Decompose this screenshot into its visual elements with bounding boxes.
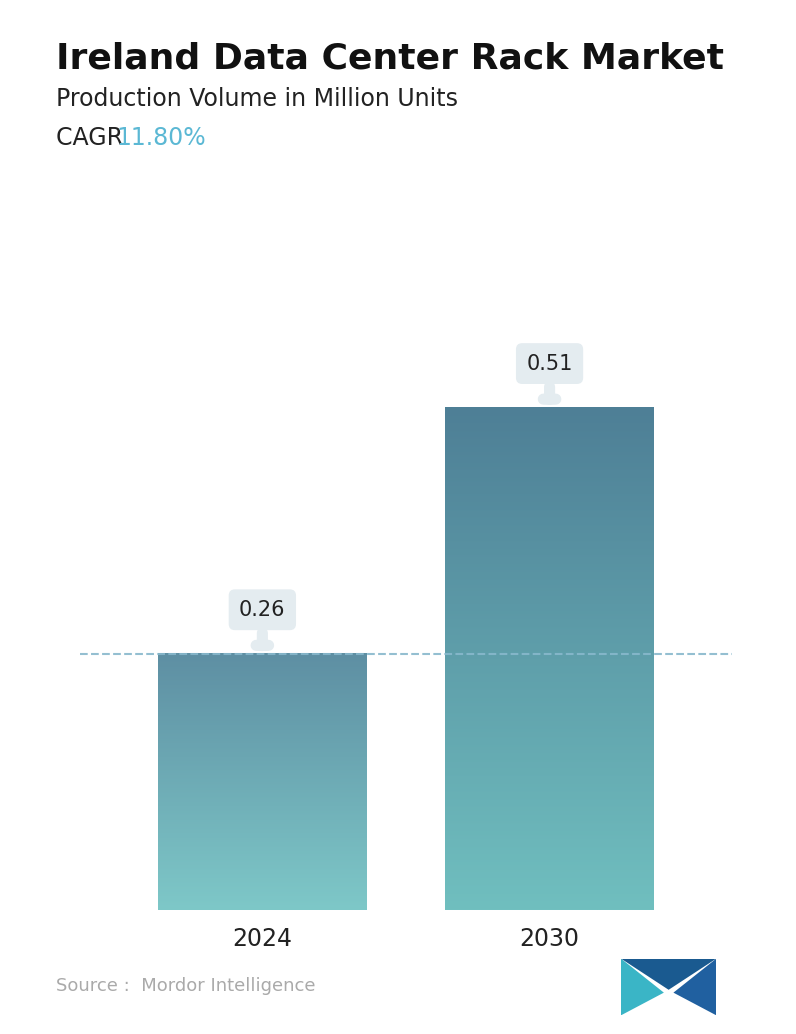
Text: Ireland Data Center Rack Market: Ireland Data Center Rack Market bbox=[56, 41, 724, 75]
Text: 0.26: 0.26 bbox=[239, 600, 286, 645]
Text: Production Volume in Million Units: Production Volume in Million Units bbox=[56, 87, 458, 111]
Text: Source :  Mordor Intelligence: Source : Mordor Intelligence bbox=[56, 977, 315, 995]
Text: CAGR: CAGR bbox=[56, 126, 131, 150]
Polygon shape bbox=[621, 959, 716, 990]
Text: 0.51: 0.51 bbox=[526, 354, 573, 399]
Polygon shape bbox=[621, 959, 664, 1015]
Polygon shape bbox=[673, 959, 716, 1015]
Text: 11.80%: 11.80% bbox=[116, 126, 206, 150]
